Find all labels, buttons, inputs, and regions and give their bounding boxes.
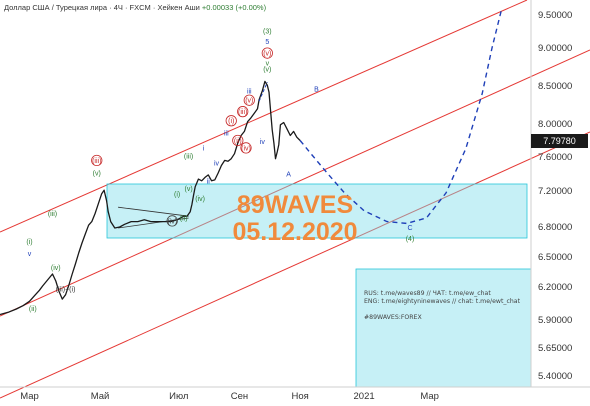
info-line-4: #89WAVES:FOREX [364,314,422,321]
info-line-3 [364,306,520,314]
y-tick-label: 9.50000 [538,10,572,21]
wave-label: (iii) [238,109,247,116]
wave-label-circle [166,215,178,227]
chart-header: Доллар США / Турецкая лира · 4Ч · FXCM ·… [4,3,266,12]
wave-label: iii [247,89,252,96]
channel-lower-line [0,131,590,399]
wave-label: (iii) [48,211,57,218]
wave-label: B [314,86,319,93]
wave-label: (v) [263,67,271,74]
watermark-line-2: 05.12.2020 [232,218,358,246]
wave-label: (iv) [241,145,251,152]
wave-label: iv [260,139,266,146]
wave-label: (i) [228,118,234,125]
wave-label: (v) [185,186,193,193]
x-tick-label: Июл [169,391,188,402]
wave-label: (iii) [92,158,101,165]
wave-label-circle [237,106,249,118]
symbol-title: Доллар США / Турецкая лира · 4Ч · FXCM ·… [4,3,200,12]
info-line-1: RUS: t.me/waves89 // ЧАТ: t.me/ew_chat [364,290,491,297]
y-tick-label: 5.40000 [538,371,572,382]
x-tick-label: Май [91,391,110,402]
price-series [0,80,301,316]
y-tick-label: 5.65000 [538,343,572,354]
triangle-upper-line [118,206,189,217]
wave-label: A [286,172,291,179]
y-tick-label: 6.50000 [538,252,572,263]
info-line-2: ENG: t.me/eightyninewaves // chat: t.me/… [364,298,521,305]
wave-label: (ii) [29,306,37,313]
wave-label: (v) [263,51,271,58]
wave-label-circle [232,134,244,147]
y-tick-label: 6.20000 [538,282,572,293]
wave-label: 5 [265,39,269,46]
wave-label: (i) [174,191,180,198]
info-box [355,268,532,388]
wave-label: (v) [93,171,101,178]
channel-info: RUS: t.me/waves89 // ЧАТ: t.me/ew_chat E… [364,290,520,322]
wave-label-circle [91,154,103,167]
wave-label: (iv) [167,218,177,225]
watermark: 89WAVES 05.12.2020 [200,192,390,246]
wave-label-circle [243,94,255,106]
y-tick-label: 9.00000 [538,43,572,54]
y-tick-label: 6.80000 [538,222,572,233]
projection-series [258,8,503,225]
price-line [0,80,301,316]
wave-label: (3) [263,28,272,35]
wave-label: (iii)+(i) [56,286,76,293]
wave-labels: (3)5(v)v(v)(iii)(v)(i)v(iii)(iv)(iii)+(i… [26,28,414,313]
price-change: +0.00033 (+0.00%) [201,3,267,12]
time-axis: Мар Май Июл Сен Ноя 2021 Мар [0,386,590,402]
projection-peak-link [258,82,268,102]
y-tick-label: 7.20000 [538,186,572,197]
wave-label: (ii) [180,216,188,223]
wave-label: (v) [245,98,253,105]
wave-label: iv [214,161,220,168]
wave-label: (4) [406,236,415,243]
wave-label: (iv) [51,265,61,272]
projection-path [299,8,503,225]
wave-label: (iv) [195,196,205,203]
wave-label-circle [240,142,252,154]
wave-label: (ii) [234,138,242,145]
channel-middle-line [0,49,590,317]
x-tick-label: Мар [20,391,39,402]
wave-label: i [203,145,205,152]
wave-label: v [28,251,32,258]
x-tick-label: Сен [231,391,248,402]
x-tick-label: Мар [420,391,439,402]
y-tick-label: 8.00000 [538,119,572,130]
wave-label-circle [225,115,237,127]
current-price-tag: 7.79780 [531,134,588,148]
wave-label-circle [261,47,273,59]
wave-label: v [266,60,270,67]
x-tick-label: 2021 [354,391,375,402]
price-axis: 9.50000 9.00000 8.50000 8.00000 7.60000 7.200… [530,0,572,387]
wave-label: C [407,225,412,232]
wave-label: iii [224,131,229,138]
x-tick-label: Ноя [291,391,308,402]
wave-label: ii [207,178,211,185]
y-tick-label: 7.60000 [538,152,572,163]
y-tick-label: 5.90000 [538,315,572,326]
target-zone-box [106,183,528,239]
target-zone-rect [106,183,528,239]
info-box-rect [355,268,532,388]
watermark-line-1: 89WAVES [236,191,354,219]
y-tick-label: 8.50000 [538,81,572,92]
wave-label: (i) [26,239,32,246]
wave-label: (iii) [184,154,193,161]
channel-upper-line [0,0,528,233]
